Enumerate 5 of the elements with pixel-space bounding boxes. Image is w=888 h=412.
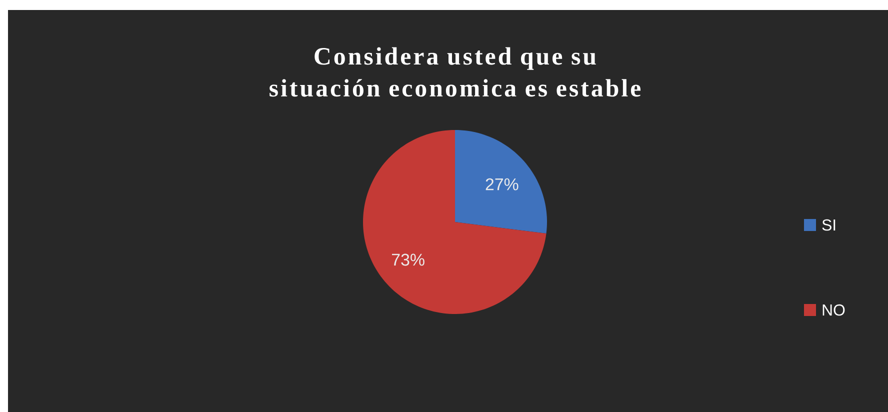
data-label: 27% (486, 178, 518, 190)
data-label: 73% (392, 254, 424, 266)
legend-label: NO (822, 304, 845, 316)
legend-label: SI (822, 219, 836, 231)
chart-title: Considera usted que su situación economica es estable (270, 47, 641, 97)
